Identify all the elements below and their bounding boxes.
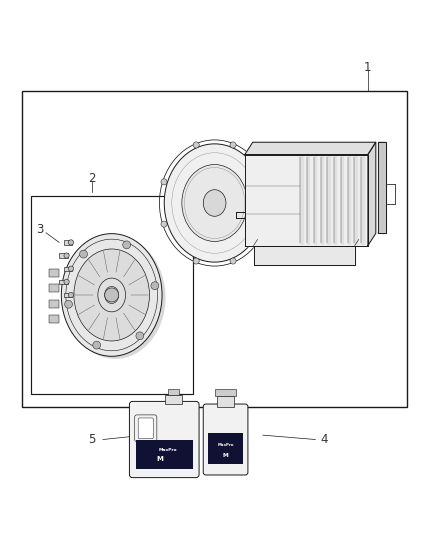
Bar xyxy=(49,300,59,308)
Circle shape xyxy=(136,332,144,340)
Bar xyxy=(49,269,59,277)
Polygon shape xyxy=(378,142,386,233)
Circle shape xyxy=(105,288,119,302)
Polygon shape xyxy=(348,156,350,244)
Text: 1: 1 xyxy=(364,61,372,74)
Polygon shape xyxy=(300,156,303,244)
Polygon shape xyxy=(307,156,309,244)
Ellipse shape xyxy=(74,249,149,341)
Bar xyxy=(31,197,193,393)
Text: MaxPro: MaxPro xyxy=(159,448,177,452)
Bar xyxy=(22,91,407,407)
Ellipse shape xyxy=(203,190,226,216)
Circle shape xyxy=(230,142,236,148)
Bar xyxy=(208,433,243,464)
Polygon shape xyxy=(341,156,343,244)
Bar xyxy=(59,253,68,258)
Polygon shape xyxy=(245,155,368,246)
Bar xyxy=(166,395,182,405)
Ellipse shape xyxy=(182,165,247,241)
Circle shape xyxy=(262,179,268,185)
FancyBboxPatch shape xyxy=(138,418,153,439)
Ellipse shape xyxy=(65,236,166,359)
Circle shape xyxy=(151,282,159,289)
Circle shape xyxy=(193,258,199,264)
Bar xyxy=(49,285,59,292)
Circle shape xyxy=(262,221,268,227)
Bar xyxy=(64,240,72,245)
Circle shape xyxy=(68,266,74,271)
Ellipse shape xyxy=(61,233,162,356)
Circle shape xyxy=(93,341,101,349)
Circle shape xyxy=(64,300,72,308)
Polygon shape xyxy=(245,142,376,155)
Polygon shape xyxy=(368,142,376,246)
Bar xyxy=(136,440,193,469)
FancyBboxPatch shape xyxy=(203,404,248,475)
Circle shape xyxy=(64,279,69,285)
Circle shape xyxy=(64,253,69,258)
Polygon shape xyxy=(254,246,355,265)
Polygon shape xyxy=(361,156,364,244)
Bar xyxy=(168,389,179,395)
FancyBboxPatch shape xyxy=(130,401,199,478)
Ellipse shape xyxy=(164,144,265,262)
Circle shape xyxy=(68,292,74,297)
Bar xyxy=(59,280,68,284)
Circle shape xyxy=(161,221,167,227)
Polygon shape xyxy=(314,156,316,244)
Text: M: M xyxy=(156,456,163,462)
Bar xyxy=(64,266,72,271)
Ellipse shape xyxy=(105,286,119,304)
Text: 4: 4 xyxy=(320,433,328,446)
Ellipse shape xyxy=(98,278,126,312)
Polygon shape xyxy=(321,156,323,244)
Bar xyxy=(217,395,234,407)
Polygon shape xyxy=(327,156,330,244)
Circle shape xyxy=(68,240,74,245)
Circle shape xyxy=(193,142,199,148)
Circle shape xyxy=(123,241,131,249)
Text: 2: 2 xyxy=(88,172,96,185)
Circle shape xyxy=(230,258,236,264)
Text: 3: 3 xyxy=(36,223,43,236)
Circle shape xyxy=(161,179,167,185)
Bar xyxy=(49,315,59,323)
Polygon shape xyxy=(354,156,357,244)
FancyBboxPatch shape xyxy=(135,415,157,442)
Text: 5: 5 xyxy=(88,433,95,446)
Bar xyxy=(64,293,72,297)
Text: MaxPro: MaxPro xyxy=(217,443,234,447)
Circle shape xyxy=(80,250,88,258)
Polygon shape xyxy=(334,156,336,244)
Bar xyxy=(215,389,236,395)
Text: M: M xyxy=(223,453,229,457)
